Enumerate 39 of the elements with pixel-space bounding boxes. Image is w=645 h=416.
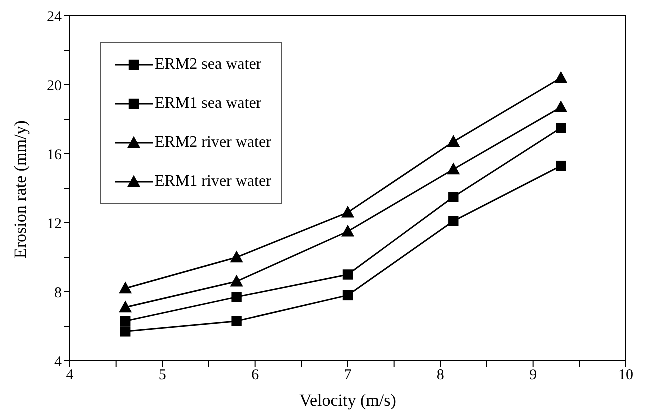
point — [448, 216, 459, 226]
x-tick-label: 9 — [530, 368, 538, 384]
y-tick-label: 8 — [54, 285, 62, 302]
legend-label: ERM2 river water — [155, 134, 272, 152]
x-tick-label: 7 — [344, 368, 352, 384]
y-tick-label: 4 — [54, 354, 62, 370]
y-tick-label: 12 — [47, 216, 62, 232]
legend-label: ERM1 river water — [155, 172, 272, 190]
x-tick-label: 5 — [158, 368, 166, 384]
point — [342, 270, 354, 280]
point — [120, 316, 131, 326]
point — [448, 163, 460, 175]
point — [556, 123, 566, 134]
point — [342, 290, 354, 301]
legend-label: ERM2 sea water — [155, 56, 262, 74]
legend-label: ERM1 sea water — [155, 94, 262, 112]
point — [232, 316, 242, 326]
point — [448, 192, 459, 202]
point — [448, 136, 460, 148]
point — [555, 72, 568, 84]
y-tick-label: 20 — [47, 78, 62, 94]
x-axis-title: Velocity (m/s) — [300, 391, 396, 410]
point — [230, 251, 243, 263]
point — [230, 276, 243, 287]
x-tick-label: 6 — [252, 368, 260, 384]
point — [556, 160, 566, 172]
x-tick-label: 4 — [66, 368, 74, 384]
x-tick-label: 10 — [618, 368, 634, 384]
x-tick-label: 8 — [436, 368, 444, 384]
point — [555, 101, 568, 113]
point — [232, 292, 242, 302]
point — [120, 282, 132, 294]
point — [120, 301, 132, 313]
y-tick-label: 16 — [47, 147, 62, 164]
point — [120, 326, 131, 337]
y-axis-title: Erosion rate (mm/y) — [11, 120, 30, 258]
point — [342, 206, 354, 218]
point — [342, 226, 354, 237]
y-tick-label: 24 — [47, 9, 62, 26]
